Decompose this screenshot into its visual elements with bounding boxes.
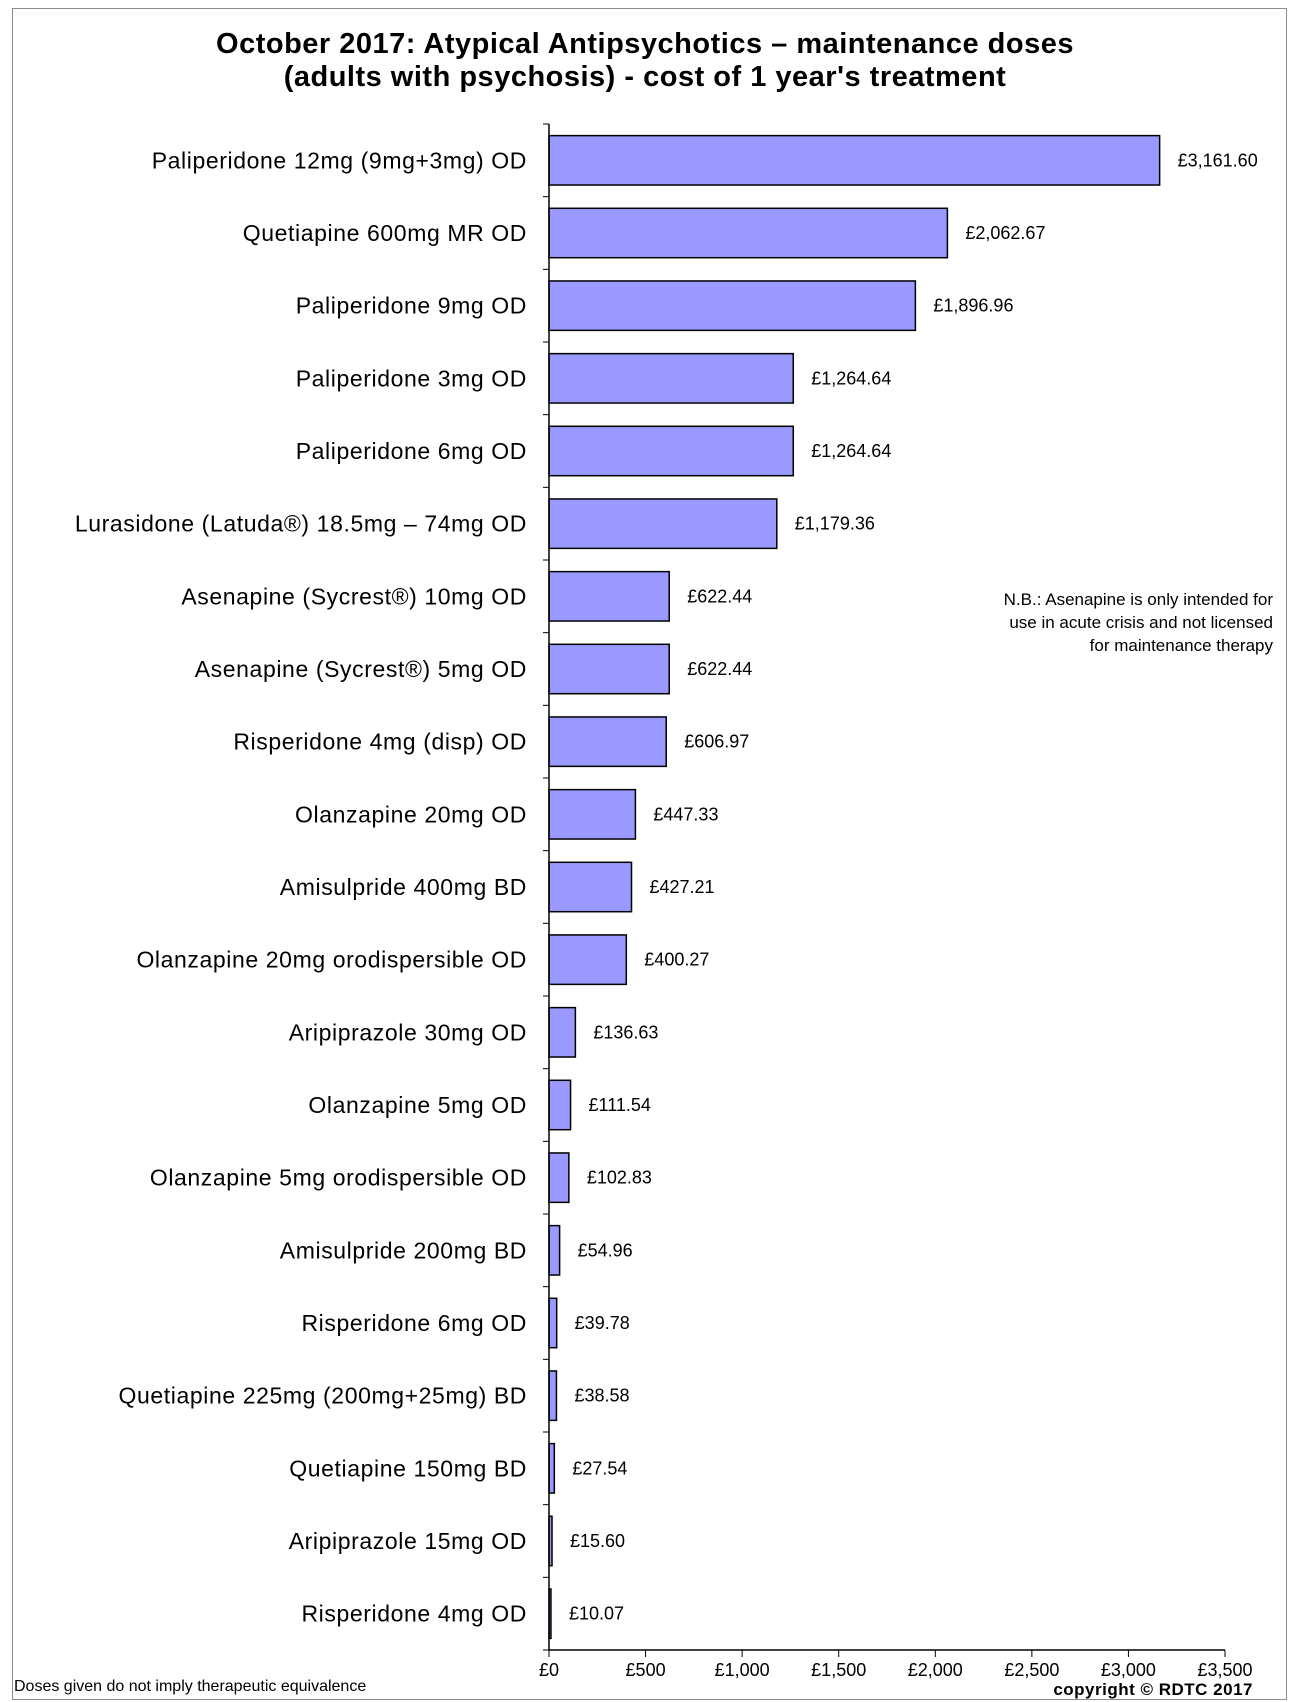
chart-title-line-1: October 2017: Atypical Antipsychotics – … xyxy=(216,28,1074,60)
value-label: £15.60 xyxy=(570,1531,625,1551)
value-label: £54.96 xyxy=(578,1240,633,1260)
note-line-2: use in acute crisis and not licensed xyxy=(1009,613,1273,632)
category-label: Risperidone 4mg (disp) OD xyxy=(233,729,527,755)
bar xyxy=(548,498,778,550)
category-label: Paliperidone 12mg (9mg+3mg) OD xyxy=(152,147,527,173)
bar xyxy=(548,1152,570,1204)
category-label: Olanzapine 20mg OD xyxy=(295,801,527,827)
x-tick-label: £0 xyxy=(539,1660,559,1680)
category-label: Paliperidone 3mg OD xyxy=(296,365,527,391)
category-label: Quetiapine 600mg MR OD xyxy=(243,220,527,246)
value-label: £10.07 xyxy=(569,1604,624,1624)
bar xyxy=(548,425,795,477)
x-tick-label: £3,500 xyxy=(1197,1660,1252,1680)
bar xyxy=(548,934,628,986)
bar xyxy=(548,1079,572,1131)
value-label: £38.58 xyxy=(574,1386,629,1406)
asenapine-note: N.B.: Asenapine is only intended for use… xyxy=(893,588,1273,657)
value-label: £1,264.64 xyxy=(811,441,891,461)
chart-title-line-2: (adults with psychosis) - cost of 1 year… xyxy=(283,61,1007,93)
value-label: £136.63 xyxy=(593,1022,658,1042)
x-tick-label: £3,000 xyxy=(1101,1660,1156,1680)
category-label: Aripiprazole 30mg OD xyxy=(289,1019,527,1045)
category-label: Olanzapine 20mg orodispersible OD xyxy=(136,947,527,973)
x-tick-label: £1,000 xyxy=(715,1660,770,1680)
x-tick-label: £500 xyxy=(626,1660,666,1680)
chart-title: October 2017: Atypical Antipsychotics – … xyxy=(120,28,1170,94)
category-label: Paliperidone 6mg OD xyxy=(296,438,527,464)
value-label: £1,179.36 xyxy=(795,514,875,534)
value-label: £606.97 xyxy=(684,732,749,752)
bar xyxy=(548,570,670,622)
value-label: £1,896.96 xyxy=(933,296,1013,316)
note-line-1: N.B.: Asenapine is only intended for xyxy=(1003,590,1273,609)
x-tick-label: £2,500 xyxy=(1004,1660,1059,1680)
category-label: Amisulpride 400mg BD xyxy=(280,874,527,900)
bar xyxy=(548,134,1161,186)
value-label: £2,062.67 xyxy=(965,223,1045,243)
category-label: Asenapine (Sycrest®) 5mg OD xyxy=(195,656,527,682)
category-label: Paliperidone 9mg OD xyxy=(296,293,527,319)
bar xyxy=(548,352,795,404)
chart-frame xyxy=(12,8,1287,1700)
x-tick-label: £1,500 xyxy=(811,1660,866,1680)
category-label: Quetiapine 150mg BD xyxy=(289,1455,527,1481)
equivalence-disclaimer: Doses given do not imply therapeutic equ… xyxy=(14,1678,367,1695)
value-label: £27.54 xyxy=(572,1458,627,1478)
category-label: Amisulpride 200mg BD xyxy=(280,1237,527,1263)
category-label: Risperidone 6mg OD xyxy=(301,1310,527,1336)
bar xyxy=(548,1006,577,1058)
category-label: Olanzapine 5mg OD xyxy=(308,1092,527,1118)
bar xyxy=(548,280,917,332)
value-label: £447.33 xyxy=(653,804,718,824)
value-label: £3,161.60 xyxy=(1178,150,1258,170)
bar xyxy=(548,207,949,259)
category-label: Quetiapine 225mg (200mg+25mg) BD xyxy=(118,1383,527,1409)
value-label: £111.54 xyxy=(589,1095,651,1115)
value-label: £1,264.64 xyxy=(811,368,891,388)
bar xyxy=(548,788,637,840)
bar xyxy=(548,1224,561,1276)
value-label: £622.44 xyxy=(687,659,752,679)
bar xyxy=(548,1297,558,1349)
bar xyxy=(548,1442,556,1494)
category-label: Asenapine (Sycrest®) 10mg OD xyxy=(181,583,527,609)
bar xyxy=(548,861,633,913)
x-tick-label: £2,000 xyxy=(908,1660,963,1680)
value-label: £622.44 xyxy=(687,586,752,606)
bar xyxy=(548,643,670,695)
value-label: £427.21 xyxy=(650,877,715,897)
category-label: Risperidone 4mg OD xyxy=(301,1601,527,1627)
bar xyxy=(548,1370,558,1422)
note-line-3: for maintenance therapy xyxy=(1089,636,1273,655)
category-label: Aripiprazole 15mg OD xyxy=(289,1528,527,1554)
value-label: £39.78 xyxy=(575,1313,630,1333)
value-label: £102.83 xyxy=(587,1168,652,1188)
category-label: Lurasidone (Latuda®) 18.5mg – 74mg OD xyxy=(75,511,527,537)
value-label: £400.27 xyxy=(644,950,709,970)
bar xyxy=(548,716,667,768)
copyright-notice: copyright © RDTC 2017 xyxy=(1053,1680,1253,1699)
category-label: Olanzapine 5mg orodispersible OD xyxy=(150,1165,527,1191)
